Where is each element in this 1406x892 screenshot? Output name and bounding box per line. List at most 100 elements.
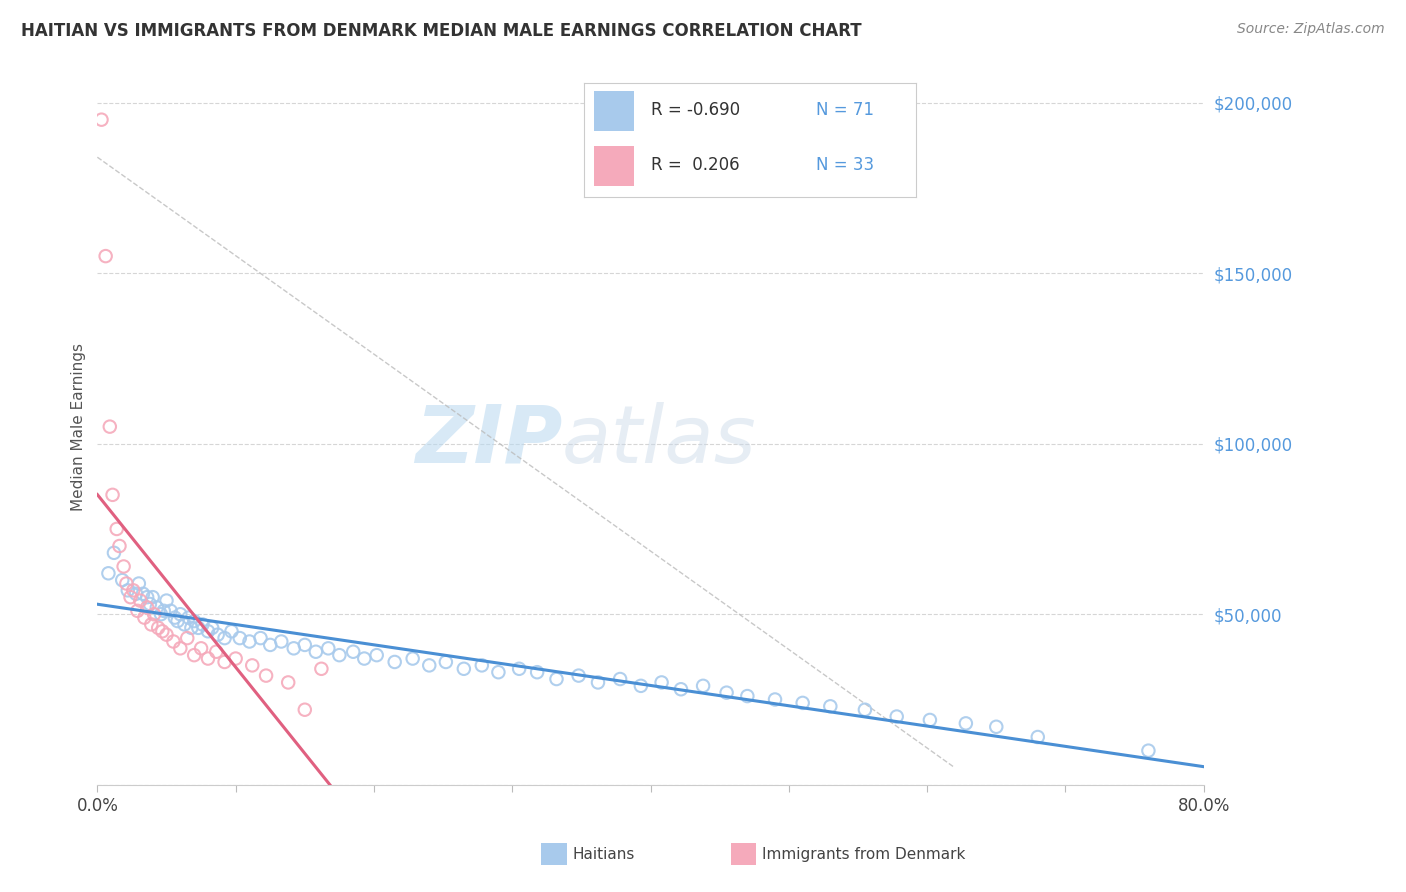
Point — [609, 672, 631, 686]
Point — [155, 628, 177, 642]
Point — [115, 576, 138, 591]
Point — [125, 587, 148, 601]
Point — [229, 631, 252, 645]
Point — [763, 692, 786, 706]
Point — [132, 587, 155, 601]
Point — [152, 604, 174, 618]
Point — [277, 675, 299, 690]
Point — [162, 634, 184, 648]
Point — [254, 668, 277, 682]
Point — [692, 679, 714, 693]
Point — [305, 645, 328, 659]
Point — [148, 621, 170, 635]
Point — [249, 631, 271, 645]
Point — [146, 600, 169, 615]
Point — [221, 624, 243, 639]
Point — [159, 604, 181, 618]
Point — [669, 682, 692, 697]
Point — [122, 583, 145, 598]
Point — [342, 645, 364, 659]
Point — [384, 655, 406, 669]
Point — [169, 641, 191, 656]
Text: ZIP: ZIP — [415, 402, 562, 480]
Point — [207, 628, 229, 642]
Point — [792, 696, 814, 710]
Point — [1137, 744, 1160, 758]
Point — [197, 624, 219, 639]
Point — [177, 610, 200, 624]
Point — [225, 651, 247, 665]
Point — [283, 641, 305, 656]
Point — [651, 675, 673, 690]
Point — [471, 658, 494, 673]
Point — [90, 112, 112, 127]
Point — [853, 703, 876, 717]
Point — [187, 621, 209, 635]
Point — [97, 566, 120, 581]
Point — [103, 546, 125, 560]
Point — [546, 672, 568, 686]
Point — [143, 607, 166, 622]
Point — [94, 249, 117, 263]
Point — [214, 655, 236, 669]
Point — [150, 624, 173, 639]
Point — [112, 559, 135, 574]
Point — [101, 488, 124, 502]
Point — [918, 713, 941, 727]
Point — [134, 610, 156, 624]
Point — [402, 651, 425, 665]
Point — [149, 607, 172, 622]
Point — [453, 662, 475, 676]
Point — [318, 641, 340, 656]
Point — [955, 716, 977, 731]
Point — [328, 648, 350, 662]
Point — [434, 655, 457, 669]
Point — [136, 590, 159, 604]
Point — [111, 573, 134, 587]
Point — [886, 709, 908, 723]
Point — [205, 645, 228, 659]
Point — [155, 593, 177, 607]
Text: atlas: atlas — [562, 402, 756, 480]
Text: Source: ZipAtlas.com: Source: ZipAtlas.com — [1237, 22, 1385, 37]
Point — [568, 668, 591, 682]
Point — [294, 703, 316, 717]
Point — [986, 720, 1008, 734]
Point — [176, 631, 198, 645]
Point — [136, 600, 159, 615]
Point — [270, 634, 292, 648]
Text: Immigrants from Denmark: Immigrants from Denmark — [762, 847, 966, 862]
Point — [238, 634, 260, 648]
Point — [737, 689, 759, 703]
Point — [201, 621, 224, 635]
Point — [294, 638, 316, 652]
Point — [366, 648, 388, 662]
Point — [98, 419, 121, 434]
Point — [166, 614, 188, 628]
Point — [190, 641, 212, 656]
Point — [526, 665, 548, 680]
Point — [127, 604, 149, 618]
Point — [105, 522, 128, 536]
Point — [630, 679, 652, 693]
Point — [128, 576, 150, 591]
Point — [129, 593, 152, 607]
Point — [173, 617, 195, 632]
Point — [214, 631, 236, 645]
Point — [311, 662, 333, 676]
Text: HAITIAN VS IMMIGRANTS FROM DENMARK MEDIAN MALE EARNINGS CORRELATION CHART: HAITIAN VS IMMIGRANTS FROM DENMARK MEDIA… — [21, 22, 862, 40]
Point — [183, 648, 205, 662]
Point — [197, 651, 219, 665]
Point — [169, 607, 191, 622]
Point — [141, 617, 163, 632]
Point — [180, 621, 202, 635]
Point — [586, 675, 609, 690]
Point — [183, 614, 205, 628]
Point — [820, 699, 842, 714]
Point — [139, 597, 162, 611]
Point — [117, 583, 139, 598]
Point — [353, 651, 375, 665]
Point — [240, 658, 263, 673]
Point — [120, 590, 142, 604]
Point — [142, 590, 165, 604]
